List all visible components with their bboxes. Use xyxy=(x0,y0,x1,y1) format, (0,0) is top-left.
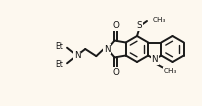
Text: CH₃: CH₃ xyxy=(152,17,166,23)
Text: N: N xyxy=(104,45,110,54)
Text: CH₃: CH₃ xyxy=(163,68,176,74)
Text: O: O xyxy=(112,68,119,77)
Text: Et: Et xyxy=(55,42,63,51)
Text: S: S xyxy=(136,22,141,31)
Text: O: O xyxy=(112,21,119,30)
Text: Et: Et xyxy=(55,60,63,69)
Text: N: N xyxy=(74,51,80,60)
Text: N: N xyxy=(151,55,157,64)
